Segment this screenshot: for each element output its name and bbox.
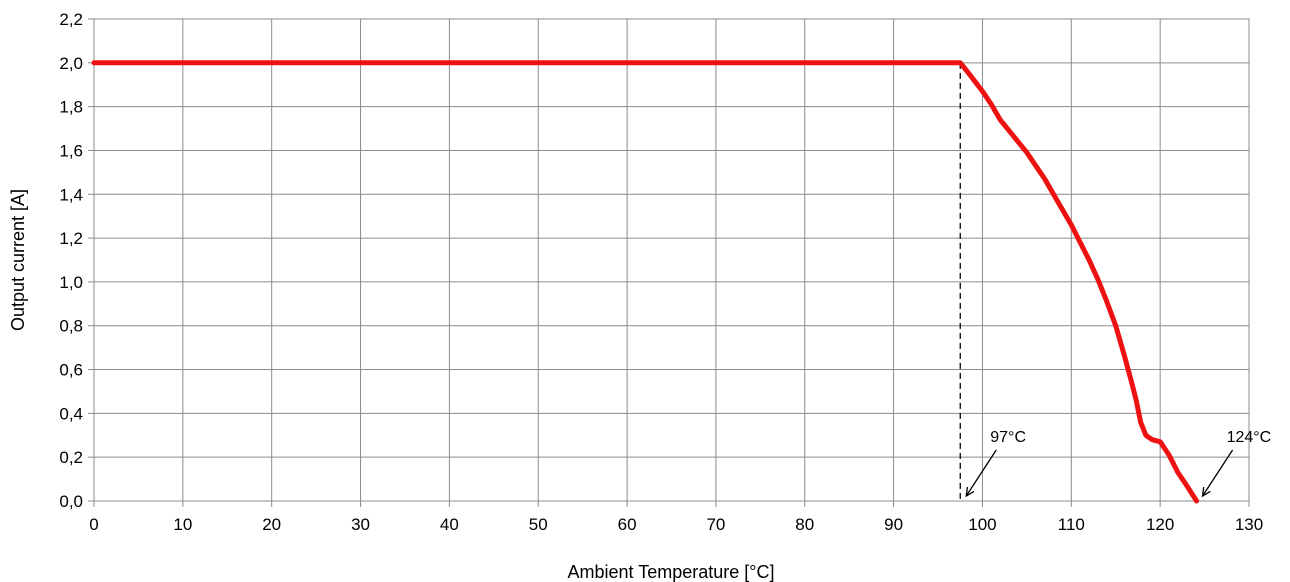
plot-area xyxy=(93,18,1250,502)
y-tick-label: 0,6 xyxy=(59,361,83,380)
y-tick-label: 0,0 xyxy=(59,492,83,511)
y-tick-label: 1,6 xyxy=(59,141,83,160)
annotation-label: 124°C xyxy=(1227,429,1272,446)
y-tick-label: 1,4 xyxy=(59,185,83,204)
y-tick-label: 0,8 xyxy=(59,317,83,336)
y-axis: 0,0 0,2 0,4 0,6 0,8 1,0 1,2 1,4 1,6 1,8 2,0 2,2 xyxy=(59,10,94,511)
x-tick-label: 50 xyxy=(529,515,548,534)
x-tick-label: 30 xyxy=(351,515,370,534)
y-tick-label: 0,4 xyxy=(59,404,83,423)
annotation-arrow xyxy=(1202,449,1234,497)
x-tick-label: 80 xyxy=(795,515,814,534)
y-axis-title: Output current [A] xyxy=(8,189,28,331)
x-tick-label: 120 xyxy=(1146,515,1174,534)
y-tick-label: 2,0 xyxy=(59,54,83,73)
annotation-arrowhead xyxy=(1201,487,1211,498)
x-tick-label: 70 xyxy=(706,515,725,534)
x-tick-label: 0 xyxy=(89,515,98,534)
x-tick-label: 130 xyxy=(1235,515,1263,534)
x-tick-label: 100 xyxy=(968,515,996,534)
y-tick-label: 1,2 xyxy=(59,229,83,248)
annotation-arrow xyxy=(965,449,997,497)
series-group xyxy=(91,60,1200,504)
grid xyxy=(93,18,1250,502)
y-tick-label: 1,0 xyxy=(59,273,83,292)
x-tick-label: 110 xyxy=(1058,515,1085,534)
x-axis-title: Ambient Temperature [°C] xyxy=(568,562,775,582)
annotation-label: 97°C xyxy=(990,429,1026,446)
x-tick-label: 60 xyxy=(618,515,637,534)
x-tick-label: 90 xyxy=(884,515,903,534)
x-axis: 0 10 20 30 40 50 60 70 80 90 100 110 120 130 xyxy=(89,501,1263,534)
x-tick-label: 40 xyxy=(440,515,459,534)
series-line-0 xyxy=(91,60,1200,504)
annotations: 97°C 124°C xyxy=(965,429,1272,498)
x-tick-label: 20 xyxy=(262,515,281,534)
y-tick-label: 1,8 xyxy=(59,98,83,117)
annotation-arrowhead xyxy=(965,487,975,498)
y-tick-label: 0,2 xyxy=(59,448,83,467)
y-tick-label: 2,2 xyxy=(59,10,83,29)
x-tick-label: 10 xyxy=(173,515,192,534)
